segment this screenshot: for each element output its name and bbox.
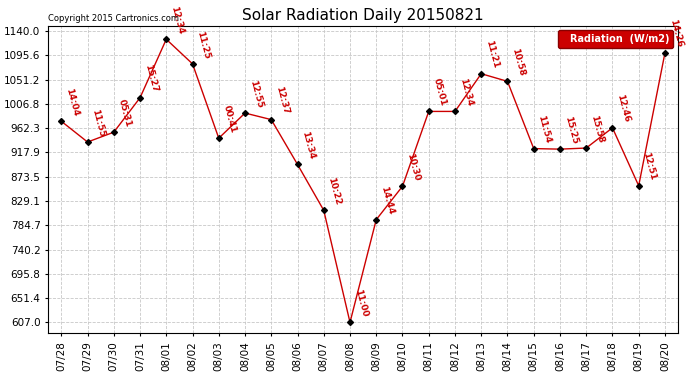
Text: 15:27: 15:27 [143, 63, 159, 94]
Text: 12:55: 12:55 [248, 79, 264, 109]
Text: 00:41: 00:41 [221, 104, 237, 134]
Text: 14:26: 14:26 [668, 19, 684, 49]
Legend: Radiation  (W/m2): Radiation (W/m2) [558, 30, 673, 48]
Text: 12:46: 12:46 [615, 93, 631, 124]
Text: 11:54: 11:54 [537, 114, 553, 144]
Text: 11:21: 11:21 [484, 39, 500, 69]
Text: 12:37: 12:37 [274, 86, 290, 116]
Text: 05:01: 05:01 [431, 78, 448, 107]
Text: 11:00: 11:00 [353, 288, 369, 318]
Text: 10:30: 10:30 [405, 152, 422, 182]
Text: 11:55: 11:55 [90, 108, 106, 138]
Text: 11:25: 11:25 [195, 30, 211, 60]
Text: 12:34: 12:34 [457, 77, 474, 107]
Text: 14:44: 14:44 [379, 185, 395, 216]
Text: 05:31: 05:31 [117, 98, 132, 128]
Text: 13:34: 13:34 [300, 130, 317, 160]
Text: 10:22: 10:22 [326, 176, 343, 206]
Text: 15:58: 15:58 [589, 114, 605, 144]
Text: 12:51: 12:51 [642, 152, 658, 182]
Text: Copyright 2015 Cartronics.com: Copyright 2015 Cartronics.com [48, 13, 179, 22]
Title: Solar Radiation Daily 20150821: Solar Radiation Daily 20150821 [242, 8, 484, 23]
Text: 12:34: 12:34 [169, 5, 185, 35]
Text: 14:04: 14:04 [64, 87, 80, 117]
Text: 10:58: 10:58 [510, 47, 526, 77]
Text: 15:25: 15:25 [563, 115, 579, 145]
